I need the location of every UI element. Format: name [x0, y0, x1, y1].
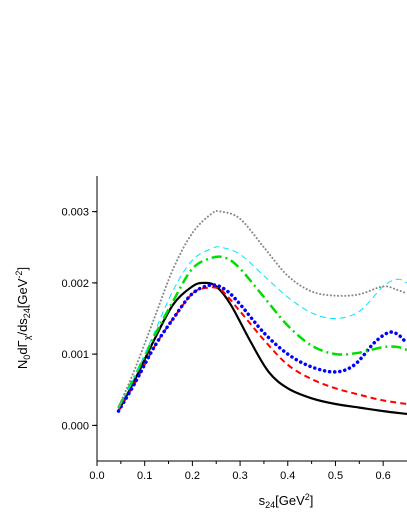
series-line-5: [118, 246, 407, 408]
series-line-2: [117, 286, 407, 412]
series-line-1: [117, 281, 407, 416]
x-axis-title: s24[GeV2]: [259, 492, 314, 510]
y-tick-label: 0.002: [61, 278, 89, 290]
x-tick-label: 0.6: [376, 470, 391, 482]
series-line-6: [117, 209, 407, 409]
y-tick-label: 0.000: [61, 420, 89, 432]
y-axis-title: N0dΓχ/ds24[GeV-2]: [14, 267, 32, 369]
x-ticks: 0.0 0.1 0.2 0.3 0.4 0.5 0.6: [89, 461, 391, 482]
series-line-4: [117, 255, 407, 409]
y-tick-label: 0.003: [61, 207, 89, 219]
plot-area: 0.0 0.1 0.2 0.3 0.4 0.5 0.6 0.0000.0010.0020.0…: [61, 176, 407, 482]
x-tick-label: 0.4: [280, 470, 295, 482]
y-ticks: 0.000 0.001 0.002 0.003: [61, 207, 97, 432]
series-line-3: [116, 283, 407, 413]
x-tick-label: 0.2: [185, 470, 200, 482]
series-layer: [116, 209, 407, 416]
x-tick-label: 0.3: [232, 470, 247, 482]
x-tick-label: 0.1: [137, 470, 152, 482]
x-tick-label: 0.0: [89, 470, 104, 482]
x-tick-label: 0.5: [328, 470, 343, 482]
y-tick-label: 0.001: [61, 349, 89, 361]
